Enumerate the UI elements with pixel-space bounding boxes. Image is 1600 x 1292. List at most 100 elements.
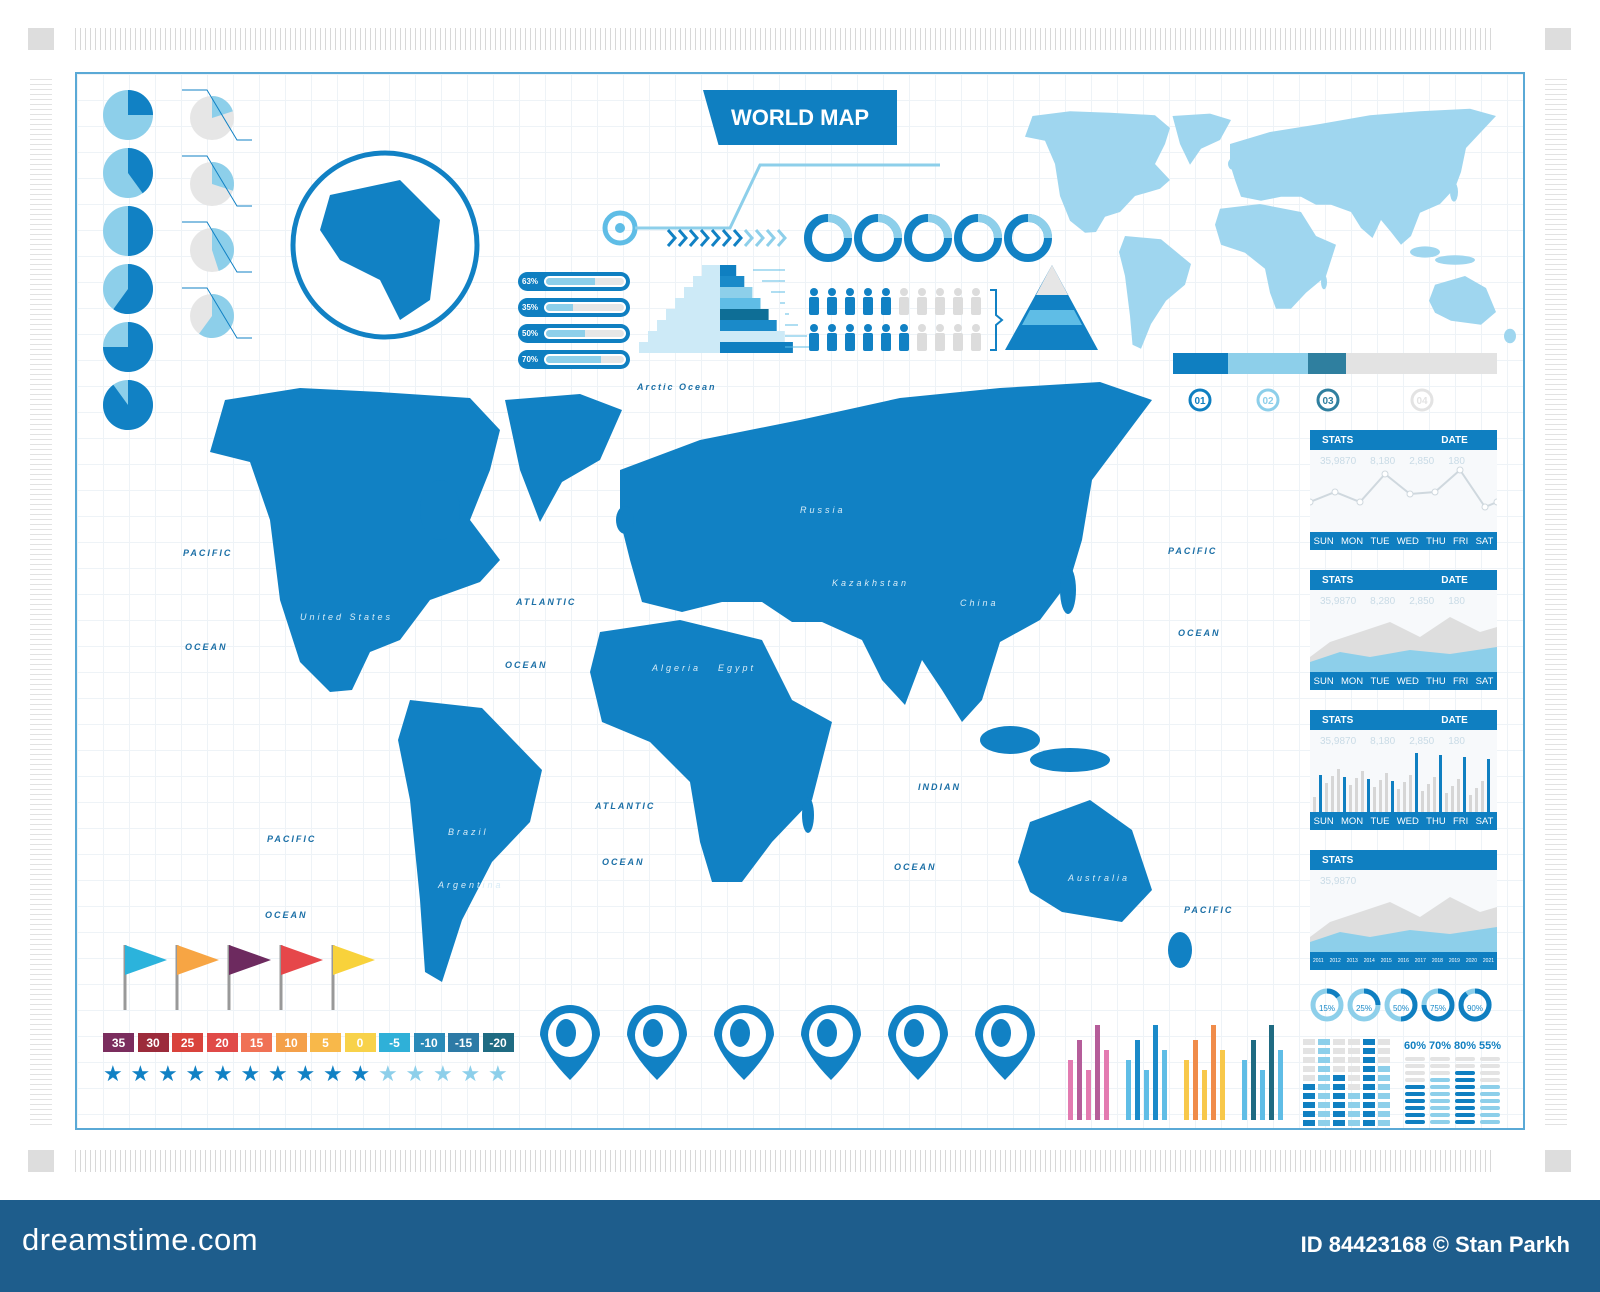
- person-body: [845, 333, 855, 351]
- person-body: [917, 297, 927, 315]
- temperature-cell: -15: [448, 1033, 479, 1052]
- eq-cell: [1363, 1102, 1375, 1108]
- flag-icon: [333, 945, 375, 975]
- stat-panel: STATS 35,9870 2011 2012 2013 2014 2015 2016 2017…: [1310, 850, 1497, 970]
- equalizer-label: 70%: [1429, 1040, 1452, 1052]
- date-label: DATE: [1441, 714, 1468, 726]
- step-circle: [1410, 388, 1434, 412]
- eq-cell: [1333, 1111, 1345, 1117]
- eq-cell: [1333, 1039, 1345, 1045]
- ring-icons: [804, 214, 1052, 262]
- eq-cell: [1455, 1071, 1475, 1075]
- eq-cell: [1480, 1099, 1500, 1103]
- eq-cell: [1348, 1093, 1360, 1099]
- progress-fill: [546, 278, 596, 285]
- bar: [1162, 1050, 1167, 1120]
- globe-land: [991, 1019, 1011, 1047]
- eq-cell: [1455, 1092, 1475, 1096]
- bar: [1451, 786, 1454, 812]
- bar: [1481, 781, 1484, 812]
- data-point: [1493, 498, 1497, 506]
- flag-icon: [177, 945, 219, 975]
- eq-cell: [1378, 1066, 1390, 1072]
- eq-cell: [1378, 1111, 1390, 1117]
- date-label: DATE: [1441, 574, 1468, 586]
- bar: [1269, 1025, 1274, 1120]
- data-point: [1381, 470, 1389, 478]
- panel-values: 35,9870 8,180 2,850 180: [1310, 450, 1497, 473]
- globe-land: [904, 1019, 924, 1047]
- person-icon: [828, 288, 836, 296]
- bar: [1475, 788, 1478, 812]
- progress-track: [544, 354, 626, 365]
- axis-label: SAT: [1475, 675, 1494, 687]
- stat-value: 2,850: [1409, 456, 1435, 467]
- stat-value: 180: [1448, 736, 1465, 747]
- eq-cell: [1480, 1064, 1500, 1068]
- temperature-cell: -20: [482, 1033, 514, 1052]
- bar: [1343, 777, 1346, 812]
- axis-label: THU: [1426, 815, 1446, 827]
- bar: [1469, 795, 1472, 812]
- eq-cell: [1455, 1057, 1475, 1061]
- stat-value: 2,850: [1409, 736, 1435, 747]
- star-icon: ★: [460, 1061, 481, 1086]
- axis-label: FRI: [1452, 535, 1469, 547]
- bar: [1445, 793, 1448, 812]
- flag-icon: [125, 945, 167, 975]
- person-icon: [882, 324, 890, 332]
- person-icon: [954, 324, 962, 332]
- axis-label: 2021: [1482, 958, 1495, 964]
- bar: [1427, 784, 1430, 812]
- ocean-label: PACIFIC: [1168, 546, 1218, 556]
- ring-segment: [977, 214, 1002, 239]
- eq-cell: [1430, 1099, 1450, 1103]
- panel-footer: SUN MON TUE WED THU FRI SAT: [1310, 532, 1497, 550]
- ruler-right: [1545, 75, 1567, 1125]
- eq-cell: [1303, 1102, 1315, 1108]
- country-label: Russia: [800, 505, 846, 515]
- pie-slice: [113, 264, 153, 314]
- axis-label: SUN: [1313, 815, 1334, 827]
- dreamstime-logo[interactable]: dreamstime.com: [22, 1222, 259, 1257]
- pyramid-step-right: [720, 298, 761, 309]
- panel-values: 35,9870 8,180 2,850 180: [1310, 730, 1497, 753]
- country-label: Egypt: [718, 663, 757, 673]
- eq-cell: [1318, 1066, 1330, 1072]
- eq-cell: [1333, 1066, 1345, 1072]
- person-body: [935, 333, 945, 351]
- eq-cell: [1480, 1106, 1500, 1110]
- pie-slice: [128, 90, 153, 115]
- pyramid-step-left: [648, 331, 720, 342]
- pie-slice: [128, 206, 153, 256]
- pie-slice: [199, 294, 235, 338]
- axis-label: MON: [1340, 815, 1364, 827]
- pyramid-step-left: [702, 265, 720, 276]
- donut-fill: [1400, 988, 1418, 1022]
- equalizer-charts: [1303, 1039, 1500, 1126]
- axis-label: 2018: [1431, 958, 1443, 964]
- eq-cell: [1363, 1093, 1375, 1099]
- person-icon: [846, 288, 854, 296]
- progress-bar: 50%: [518, 324, 630, 343]
- axis-label: THU: [1426, 675, 1446, 687]
- bar: [1415, 753, 1418, 812]
- eq-cell: [1430, 1064, 1450, 1068]
- triangle-pyramid: [1005, 265, 1098, 350]
- chevron: [732, 229, 743, 247]
- eq-cell: [1405, 1106, 1425, 1110]
- eq-cell: [1318, 1102, 1330, 1108]
- eq-cell: [1348, 1120, 1360, 1126]
- star-icon: ★: [295, 1061, 316, 1086]
- temperature-cell: 30: [137, 1033, 169, 1052]
- panel-header: STATS DATE: [1310, 570, 1497, 590]
- progress-label: 70%: [522, 355, 539, 364]
- eq-cell: [1363, 1075, 1375, 1081]
- progress-label: 35%: [522, 303, 539, 312]
- panel-chart: [1310, 897, 1497, 952]
- eq-cell: [1405, 1057, 1425, 1061]
- axis-label: 2019: [1448, 958, 1460, 964]
- ring-segment: [927, 214, 952, 239]
- axis-label: SUN: [1313, 535, 1334, 547]
- stat-panel: STATS DATE 35,9870 8,280 2,850 180 SUN MON TUE WE…: [1310, 570, 1497, 690]
